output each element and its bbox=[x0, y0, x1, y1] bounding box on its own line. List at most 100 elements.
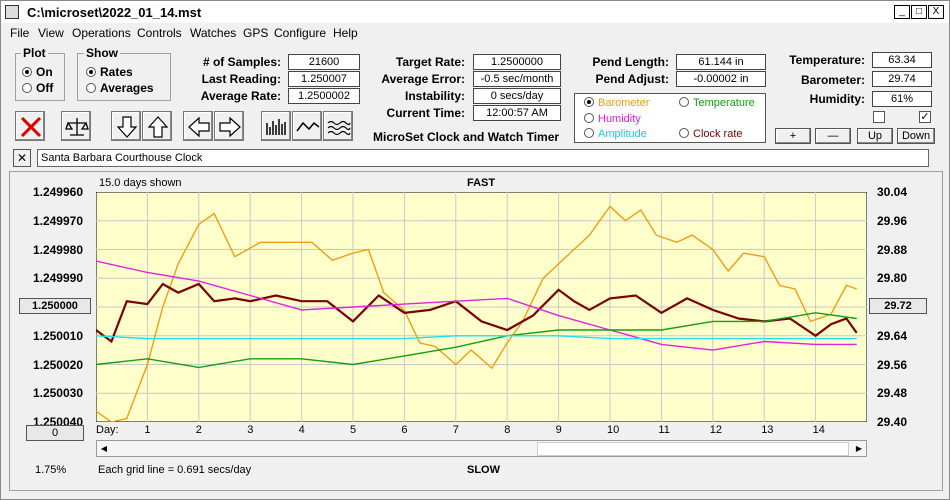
show-group-title: Show bbox=[84, 46, 120, 60]
scale-plus-button[interactable]: + bbox=[775, 128, 811, 144]
scroll-thumb[interactable] bbox=[537, 442, 849, 456]
temperature-radio[interactable]: Temperature bbox=[679, 97, 755, 109]
move-left-button[interactable] bbox=[183, 111, 213, 141]
amplitude-option-label: Amplitude bbox=[598, 128, 647, 140]
series-line-temperature bbox=[96, 312, 857, 369]
move-down-button[interactable] bbox=[111, 111, 141, 141]
scale-minus-button[interactable]: — bbox=[815, 128, 851, 144]
show-group bbox=[77, 53, 171, 101]
instability-field: 0 secs/day bbox=[473, 88, 561, 104]
menu-gps[interactable]: GPS bbox=[243, 26, 269, 40]
move-right-button[interactable] bbox=[214, 111, 244, 141]
offset-button[interactable]: 0 bbox=[26, 425, 84, 441]
bar-view-button[interactable] bbox=[261, 111, 291, 141]
scale-down-button[interactable]: Down bbox=[897, 128, 935, 144]
y-right-tick-label: 29.96 bbox=[877, 213, 908, 228]
show-averages-label: Averages bbox=[100, 81, 154, 95]
day-axis-label: Day: bbox=[96, 424, 119, 436]
wave-graph-icon bbox=[327, 120, 351, 136]
barometer-radio[interactable]: Barometer bbox=[584, 97, 649, 109]
x-tick-label: 5 bbox=[350, 424, 357, 436]
scale-up-button[interactable]: Up bbox=[857, 128, 893, 144]
scroll-left-icon[interactable]: ◀ bbox=[100, 444, 108, 453]
radio-dot-icon bbox=[679, 128, 689, 138]
percent-label: 1.75% bbox=[35, 464, 67, 476]
radio-dot-icon bbox=[584, 113, 594, 123]
y-right-tick-label: 29.64 bbox=[877, 328, 908, 343]
days-shown-label: 15.0 days shown bbox=[99, 177, 182, 189]
wave-view-button[interactable] bbox=[323, 111, 353, 141]
show-rates-label: Rates bbox=[100, 65, 133, 79]
average-rate-label: Average Rate: bbox=[200, 89, 281, 103]
menu-view[interactable]: View bbox=[38, 26, 64, 40]
plot-on-label: On bbox=[36, 65, 53, 79]
x-tick-label: 4 bbox=[298, 424, 305, 436]
menu-operations[interactable]: Operations bbox=[72, 26, 131, 40]
y-left-tick-label: 1.249980 bbox=[32, 242, 83, 257]
menu-controls[interactable]: Controls bbox=[137, 26, 182, 40]
rate-chart bbox=[96, 192, 867, 422]
y-left-tick-label: 1.250010 bbox=[32, 328, 83, 343]
checkbox-right[interactable]: ✓ bbox=[919, 111, 931, 123]
humidity-radio[interactable]: Humidity bbox=[584, 113, 641, 125]
rate-center-button[interactable]: 1.250000 bbox=[19, 298, 91, 314]
pend-length-field[interactable]: 61.144 in bbox=[676, 54, 766, 70]
humidity-option-label: Humidity bbox=[598, 113, 641, 125]
series-line-amplitude bbox=[96, 335, 857, 340]
x-tick-label: 11 bbox=[658, 424, 670, 436]
barometer-label: Barometer: bbox=[800, 73, 865, 87]
radio-dot-icon bbox=[86, 83, 96, 93]
x-tick-label: 8 bbox=[504, 424, 511, 436]
humidity-field: 61% bbox=[872, 91, 932, 107]
scroll-right-icon[interactable]: ▶ bbox=[855, 444, 863, 453]
pend-adjust-label: Pend Adjust: bbox=[595, 72, 669, 86]
y-left-tick-label: 1.249960 bbox=[32, 185, 83, 199]
y-left-tick-label: 1.250020 bbox=[32, 357, 83, 372]
clear-button[interactable] bbox=[15, 111, 45, 141]
pend-adjust-field: -0.00002 in bbox=[676, 71, 766, 87]
menu-watches[interactable]: Watches bbox=[190, 26, 237, 40]
temperature-field: 63.34 bbox=[872, 52, 932, 68]
bar-graph-icon bbox=[266, 119, 286, 135]
y-right-tick-label: 30.04 bbox=[877, 185, 908, 199]
time-scrollbar[interactable]: ◀ ▶ bbox=[96, 440, 867, 457]
current-time-field: 12:00:57 AM bbox=[473, 105, 561, 121]
y-right-tick-label: 29.80 bbox=[877, 271, 908, 286]
menu-configure[interactable]: Configure bbox=[274, 26, 327, 40]
radio-dot-icon bbox=[679, 97, 689, 107]
barometer-center-button[interactable]: 29.72 bbox=[869, 298, 927, 314]
x-tick-label: 14 bbox=[812, 424, 825, 436]
clock-name-field[interactable]: Santa Barbara Courthouse Clock bbox=[37, 149, 929, 167]
radio-dot-icon bbox=[86, 67, 96, 77]
radio-dot-icon bbox=[584, 97, 594, 107]
close-button[interactable]: X bbox=[928, 5, 944, 19]
balance-button[interactable] bbox=[61, 111, 91, 141]
amplitude-radio[interactable]: Amplitude bbox=[584, 128, 647, 140]
average-rate-field: 1.2500002 bbox=[288, 88, 360, 104]
plot-variable-chooser: Barometer Temperature Humidity Amplitude… bbox=[574, 93, 766, 143]
red-x-icon bbox=[20, 116, 42, 138]
menu-file[interactable]: File bbox=[10, 26, 30, 40]
series-line-clock-rate bbox=[96, 282, 858, 344]
line-view-button[interactable] bbox=[292, 111, 322, 141]
plot-off-radio[interactable]: Off bbox=[22, 81, 53, 95]
close-clock-button[interactable]: ✕ bbox=[13, 149, 31, 167]
arrow-left-icon bbox=[188, 116, 210, 138]
maximize-button[interactable]: □ bbox=[911, 5, 927, 19]
plot-group-title: Plot bbox=[21, 46, 48, 60]
menu-help[interactable]: Help bbox=[333, 26, 358, 40]
last-reading-label: Last Reading: bbox=[201, 72, 281, 86]
show-averages-radio[interactable]: Averages bbox=[86, 81, 154, 95]
show-rates-radio[interactable]: Rates bbox=[86, 65, 133, 79]
move-up-button[interactable] bbox=[142, 111, 172, 141]
barometer-field: 29.74 bbox=[872, 71, 932, 87]
target-rate-field[interactable]: 1.2500000 bbox=[473, 54, 561, 70]
minimize-button[interactable]: _ bbox=[894, 5, 910, 19]
plot-off-label: Off bbox=[36, 81, 54, 95]
plot-on-radio[interactable]: On bbox=[22, 65, 53, 79]
clock-rate-option-label: Clock rate bbox=[693, 128, 743, 140]
clock-rate-radio[interactable]: Clock rate bbox=[679, 128, 743, 140]
checkbox-left[interactable] bbox=[873, 111, 885, 123]
x-tick-label: 7 bbox=[452, 424, 459, 436]
y-left-tick-label: 1.249990 bbox=[32, 271, 83, 286]
